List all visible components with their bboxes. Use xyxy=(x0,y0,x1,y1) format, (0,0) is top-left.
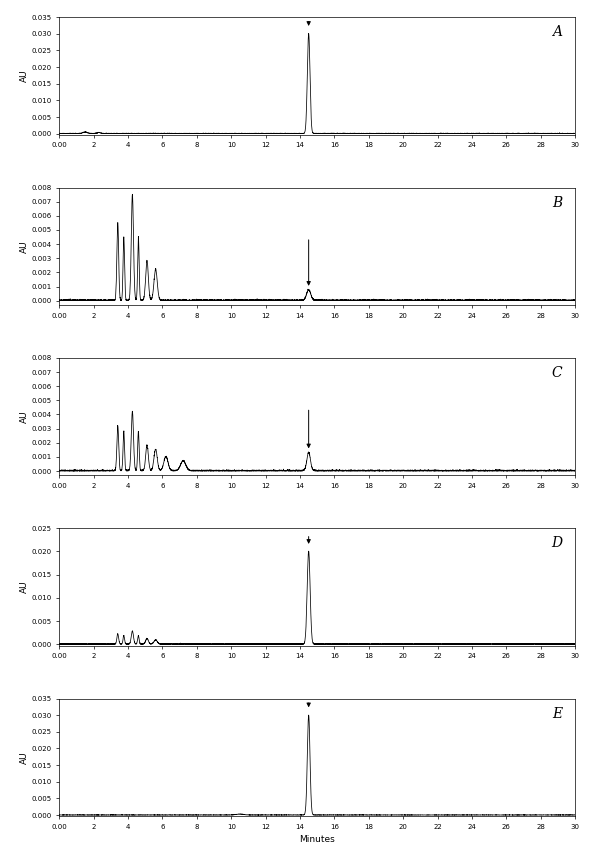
Text: E: E xyxy=(552,707,562,721)
Y-axis label: AU: AU xyxy=(20,411,28,423)
Text: A: A xyxy=(552,26,562,40)
Y-axis label: AU: AU xyxy=(20,240,28,253)
Text: D: D xyxy=(551,536,562,551)
X-axis label: Minutes: Minutes xyxy=(299,835,335,844)
Y-axis label: AU: AU xyxy=(20,581,28,594)
Text: B: B xyxy=(552,196,562,210)
Y-axis label: AU: AU xyxy=(20,751,28,764)
Text: C: C xyxy=(551,366,562,380)
Y-axis label: AU: AU xyxy=(20,70,28,82)
